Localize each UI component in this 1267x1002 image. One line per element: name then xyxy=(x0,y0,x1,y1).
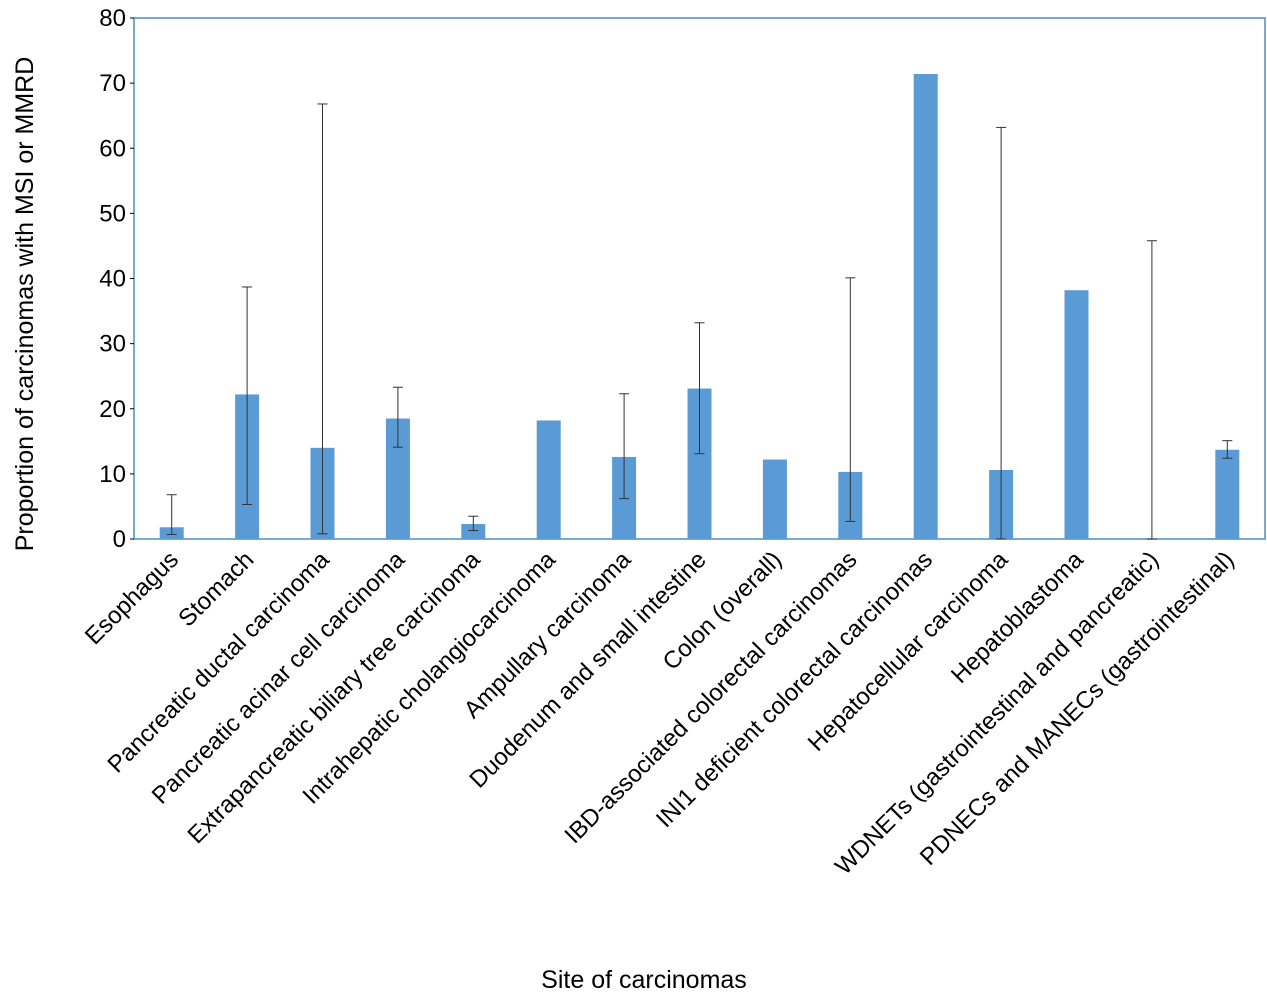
error-bar xyxy=(845,277,856,522)
error-bar xyxy=(166,494,177,535)
bar xyxy=(913,74,938,539)
error-bar xyxy=(996,126,1007,540)
bar xyxy=(461,524,486,539)
y-tick-label: 30 xyxy=(99,331,126,358)
y-tick-label: 80 xyxy=(99,5,126,32)
error-bar xyxy=(1146,240,1157,540)
y-tick-label: 20 xyxy=(99,396,126,423)
error-bar xyxy=(468,515,479,532)
bars xyxy=(159,74,1240,539)
y-tick-label: 50 xyxy=(99,200,126,227)
y-tick-label: 60 xyxy=(99,135,126,162)
error-bar xyxy=(1222,440,1233,459)
y-tick-label: 0 xyxy=(113,526,126,553)
x-category-label: Hepatoblastoma xyxy=(946,546,1089,689)
error-bar xyxy=(619,393,630,500)
x-axis-title: Site of carcinomas xyxy=(541,966,747,994)
bar xyxy=(762,459,787,539)
error-bar xyxy=(317,103,328,535)
error-bar xyxy=(694,322,705,455)
bar xyxy=(1064,290,1089,539)
bar xyxy=(536,420,561,539)
y-axis-ticks: 0 10 20 30 40 50 60 70 80 xyxy=(99,5,134,553)
error-bar xyxy=(242,286,253,505)
y-tick-label: 10 xyxy=(99,461,126,488)
y-axis-title: Proportion of carcinomas with MSI or MMR… xyxy=(11,57,39,552)
x-category-label: Esophagus xyxy=(80,546,184,650)
error-bars xyxy=(166,103,1233,540)
bar xyxy=(1215,449,1240,539)
error-bar xyxy=(392,386,403,448)
x-category-label: INI1 deficient colorectal carcinomas xyxy=(651,546,938,833)
y-tick-label: 40 xyxy=(99,266,126,293)
y-tick-label: 70 xyxy=(99,70,126,97)
